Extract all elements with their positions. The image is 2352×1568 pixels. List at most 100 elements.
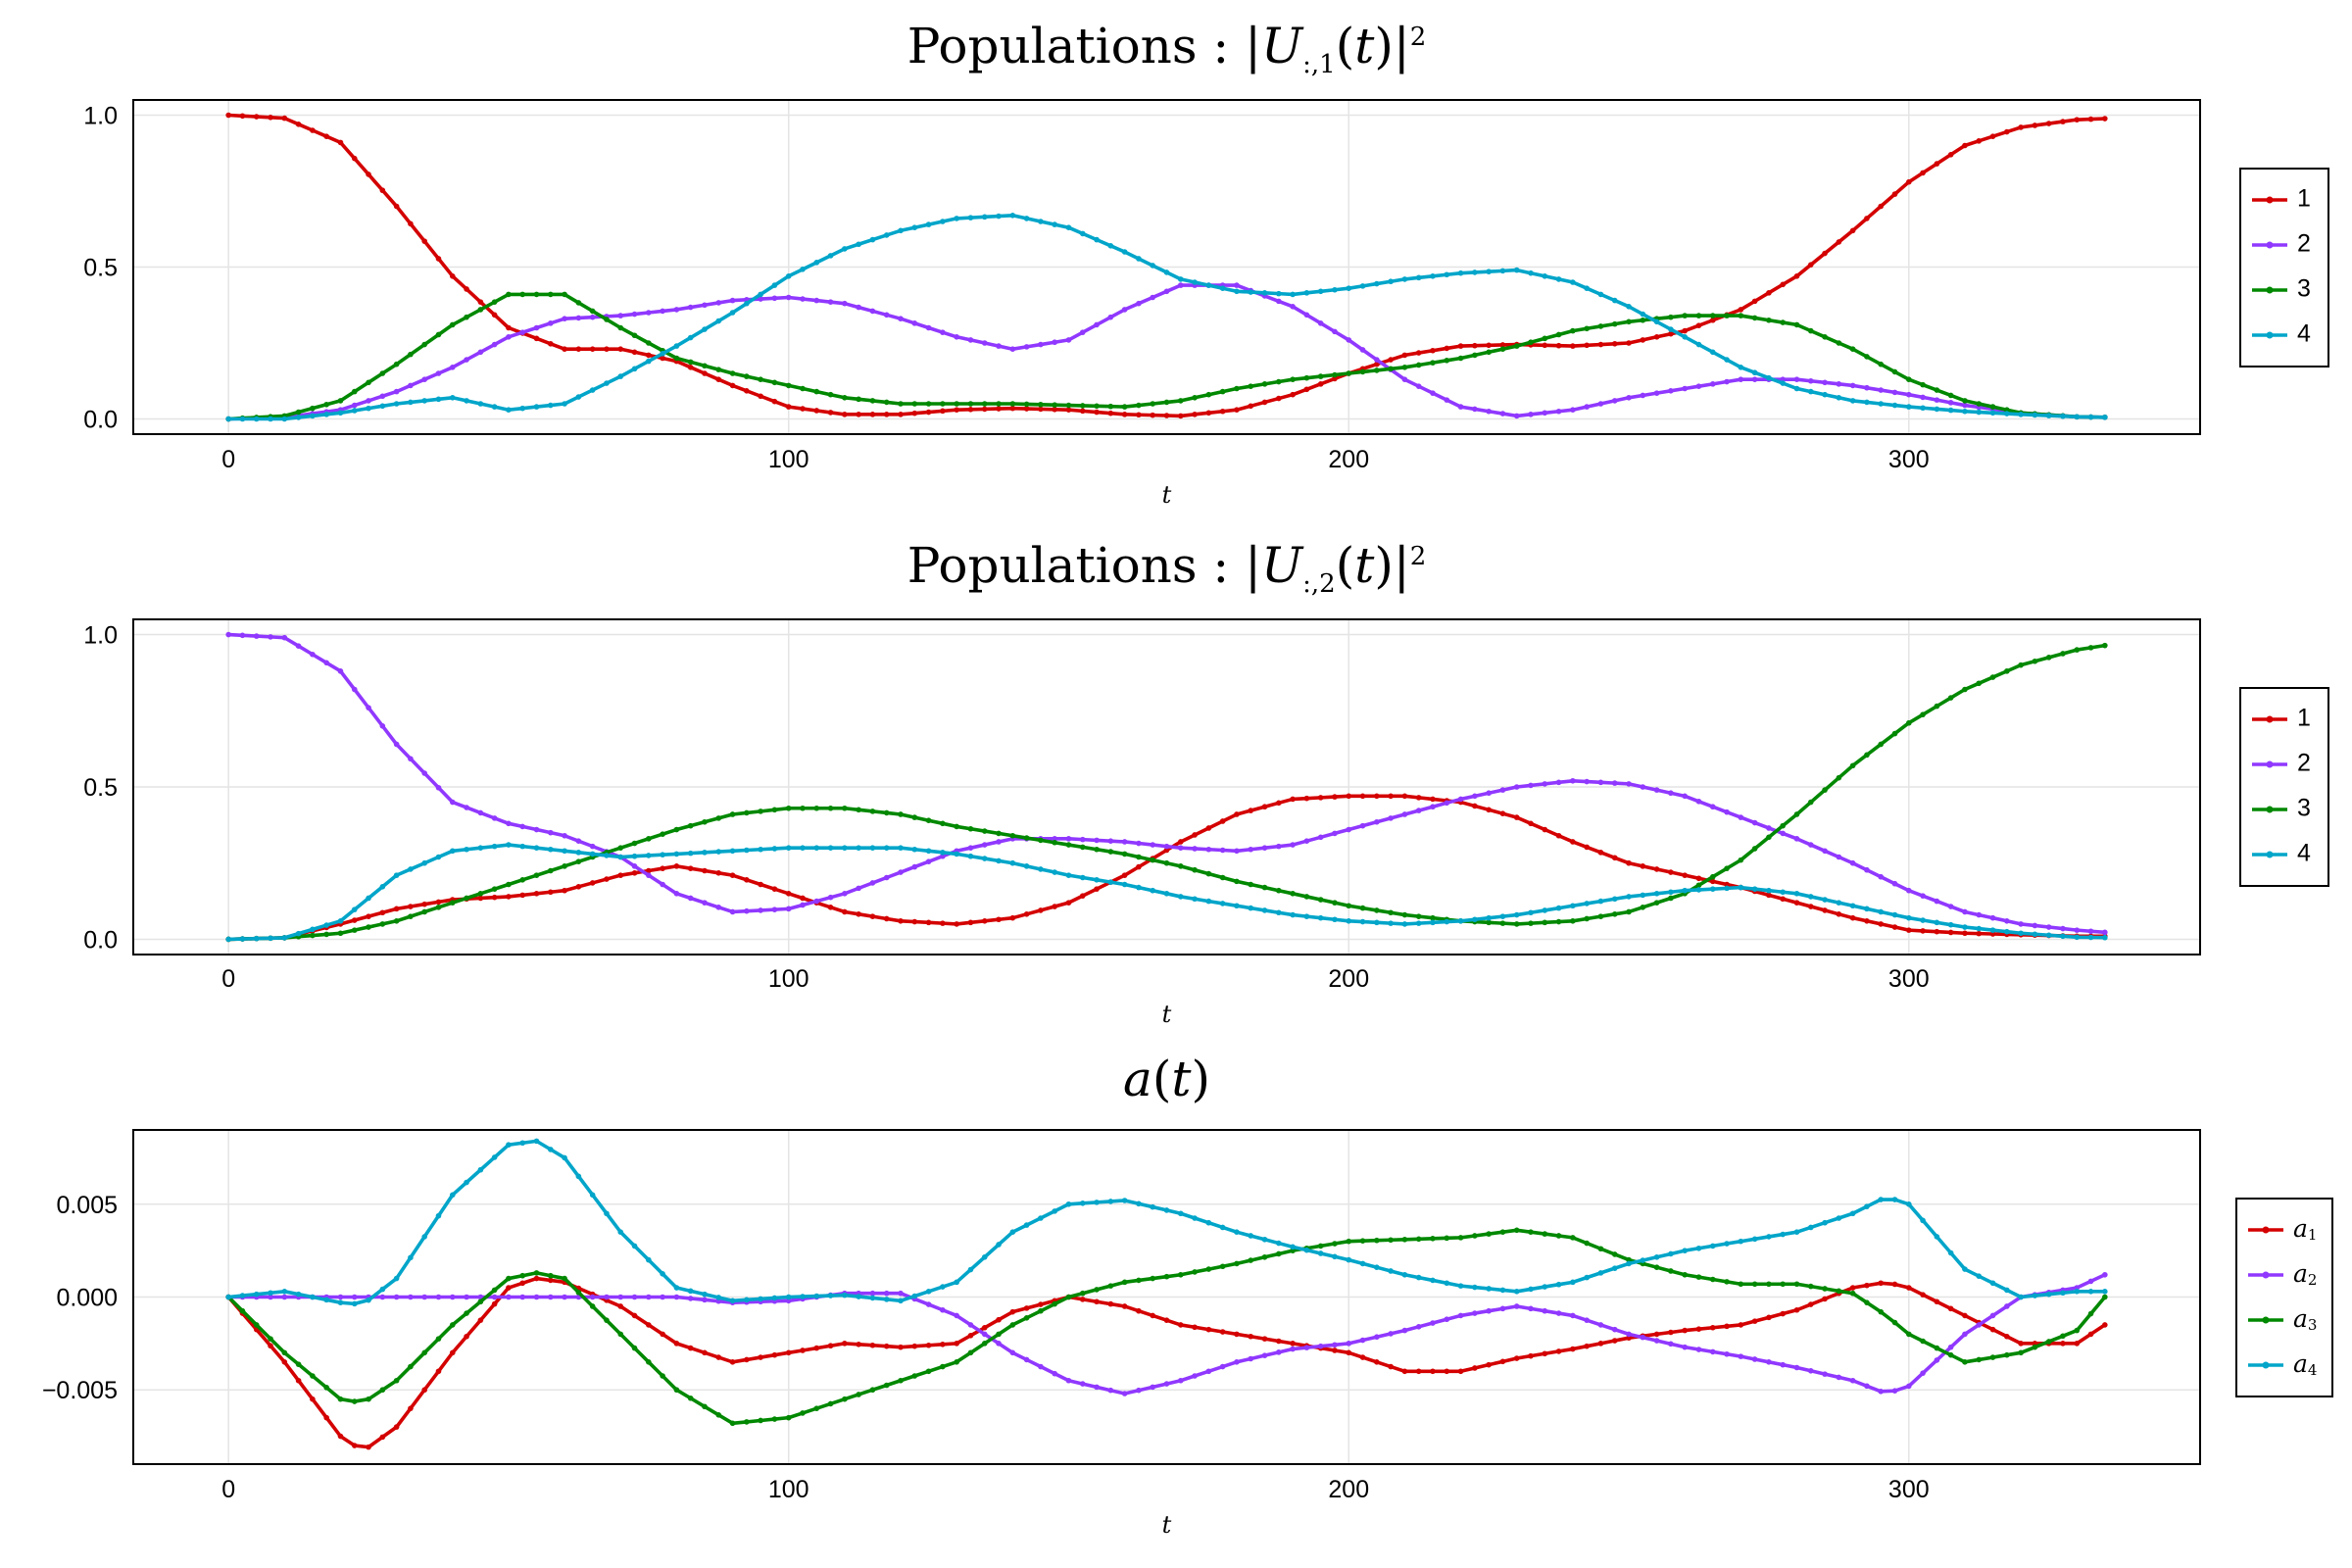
- panel-title: Populations : |U:,2(t)|2: [907, 537, 1427, 599]
- series-point: [506, 407, 512, 414]
- series-point: [715, 1295, 722, 1300]
- series-point: [548, 829, 554, 836]
- series-point: [506, 881, 512, 888]
- series-point: [1528, 1229, 1534, 1235]
- series-point: [2032, 1344, 2038, 1350]
- series-point: [393, 1424, 400, 1430]
- series-point: [911, 1293, 918, 1299]
- series-point: [1177, 1210, 1184, 1217]
- series-point: [1920, 170, 1926, 176]
- series-point: [1836, 381, 1842, 387]
- series-point: [1192, 866, 1198, 873]
- series-point: [1849, 1290, 1856, 1297]
- series-point: [1486, 790, 1492, 797]
- series-point: [1444, 345, 1450, 352]
- series-point: [898, 401, 904, 407]
- series-point: [1836, 1374, 1842, 1381]
- series-point: [1121, 881, 1128, 888]
- series-point: [1359, 822, 1366, 829]
- series-point: [1079, 1200, 1086, 1206]
- series-point: [1290, 1346, 1296, 1352]
- series-point: [1920, 405, 1926, 412]
- series-point: [1499, 346, 1506, 353]
- series-point: [1121, 1391, 1128, 1396]
- series-point: [1401, 365, 1408, 370]
- series-point: [1219, 1263, 1226, 1270]
- series-point: [785, 906, 792, 912]
- series-point: [1079, 403, 1086, 409]
- series-point: [1219, 1363, 1226, 1370]
- series-point: [1836, 911, 1842, 917]
- series-point: [1317, 1250, 1324, 1256]
- series-point: [449, 273, 456, 279]
- legend-label: 3: [2297, 275, 2311, 303]
- series-point: [1584, 285, 1590, 292]
- series-point: [1668, 790, 1674, 797]
- series-point: [1989, 914, 1996, 921]
- series-point: [1205, 410, 1212, 416]
- series-point: [785, 845, 792, 851]
- series-point: [1415, 383, 1422, 389]
- series-point: [533, 1275, 540, 1282]
- series-point: [1150, 1275, 1156, 1282]
- series-point: [715, 849, 722, 855]
- series-point: [869, 913, 876, 919]
- series-point: [967, 1349, 974, 1356]
- series-point: [268, 1343, 273, 1349]
- series-point: [1332, 1241, 1338, 1247]
- series-point: [1359, 347, 1366, 353]
- series-point: [1094, 846, 1100, 853]
- series-point: [1849, 346, 1856, 353]
- series-point: [1359, 283, 1366, 289]
- series-point: [883, 809, 890, 816]
- series-point: [1542, 1284, 1548, 1290]
- series-point: [1878, 873, 1885, 880]
- series-point: [660, 1294, 665, 1300]
- series-point: [589, 851, 596, 858]
- series-point: [323, 931, 329, 938]
- series-point: [1738, 1353, 1744, 1359]
- series-point: [925, 409, 932, 416]
- series-point: [925, 1289, 932, 1295]
- series-point: [421, 770, 428, 776]
- series-point: [337, 398, 344, 404]
- series-point: [1303, 386, 1310, 393]
- series-point: [1989, 1354, 1996, 1360]
- series-point: [1276, 800, 1282, 807]
- series-point: [562, 848, 567, 855]
- series-point: [281, 416, 288, 422]
- series-point: [869, 845, 876, 851]
- series-point: [1989, 927, 1996, 933]
- series-point: [2060, 1290, 2066, 1297]
- series-point: [646, 1322, 652, 1328]
- series-point: [337, 1294, 344, 1300]
- series-point: [1009, 213, 1016, 219]
- series-point: [1668, 326, 1674, 332]
- series-point: [1976, 1273, 1983, 1279]
- series-point: [1444, 1368, 1450, 1375]
- series-point: [631, 1312, 638, 1319]
- series-point: [1878, 1197, 1885, 1202]
- series-point: [225, 936, 231, 943]
- series-point: [268, 634, 273, 640]
- series-point: [1751, 315, 1758, 321]
- series-point: [408, 382, 414, 389]
- series-point: [785, 273, 792, 279]
- series-point: [1682, 327, 1688, 334]
- legend-label: 3: [2297, 795, 2311, 822]
- x-tick-label: 0: [221, 446, 235, 473]
- series-point: [1976, 138, 1983, 144]
- series-point: [785, 1349, 792, 1356]
- series-point: [337, 410, 344, 416]
- series-point: [1163, 288, 1170, 295]
- series-point: [996, 343, 1002, 349]
- series-point: [2060, 925, 2066, 932]
- series-point: [1906, 887, 1912, 894]
- series-point: [758, 393, 763, 400]
- series-point: [408, 904, 414, 909]
- series-point: [715, 318, 722, 324]
- series-point: [771, 398, 778, 405]
- series-point: [1724, 865, 1730, 871]
- series-point: [1150, 401, 1156, 407]
- series-point: [1374, 793, 1380, 800]
